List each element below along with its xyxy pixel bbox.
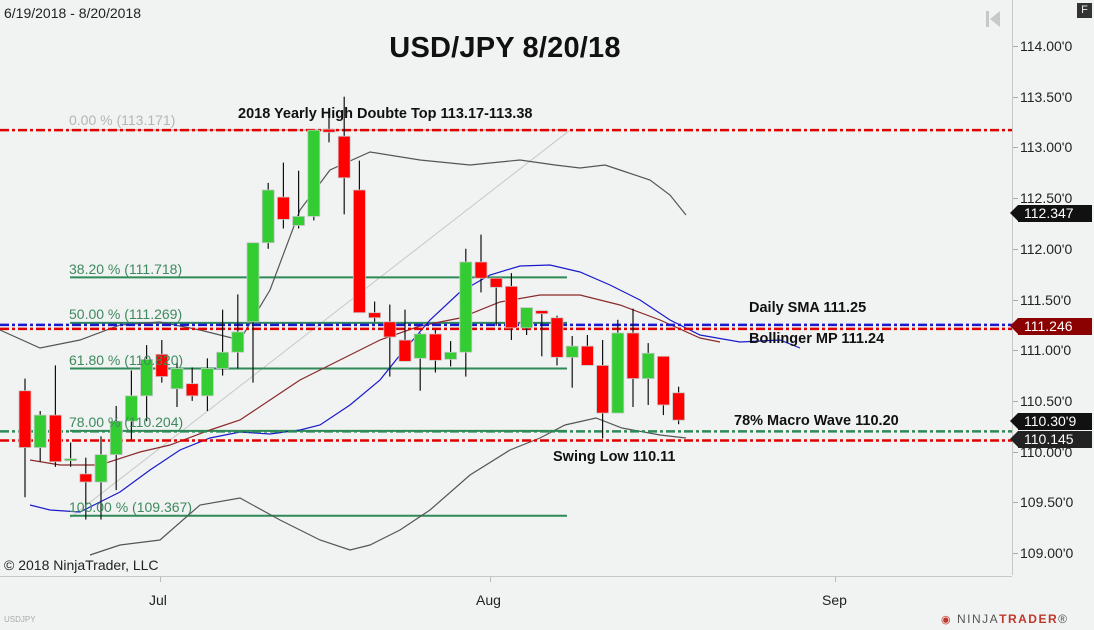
candle-down xyxy=(337,135,351,179)
candle-up xyxy=(170,368,184,390)
candle-up xyxy=(459,261,473,353)
candle-down xyxy=(185,383,199,397)
candle-up xyxy=(94,454,108,483)
x-tick-aug: Aug xyxy=(476,592,501,608)
bollinger-mp-annotation: Bollinger MP 111.24 xyxy=(749,331,885,347)
bollinger-lower-line xyxy=(89,417,687,556)
y-tick-label: 112.50'0 xyxy=(1020,190,1073,207)
y-tick-mark xyxy=(1013,502,1018,504)
candle-down xyxy=(428,333,442,361)
candle-down xyxy=(18,390,32,448)
y-tick-label: 109.50'0 xyxy=(1020,494,1074,511)
x-tick-sep: Sep xyxy=(822,592,847,608)
candle-up xyxy=(565,345,579,358)
price-badge: 111.246 xyxy=(1010,318,1092,335)
y-tick-mark xyxy=(1013,299,1018,301)
candle-down xyxy=(672,392,685,421)
yearly-high-annotation: 2018 Yearly High Doubte Top 113.17-113.3… xyxy=(238,106,533,122)
fib-label-100: 100.00 % (109.367) xyxy=(69,499,192,515)
candle-up xyxy=(641,352,655,379)
swing-low-annotation: Swing Low 110.11 xyxy=(553,449,676,465)
candle-down xyxy=(49,414,62,463)
ninjatrader-logo-icon: ◉ xyxy=(941,614,953,626)
candle-up xyxy=(520,307,533,329)
instrument-label: USDJPY xyxy=(4,615,36,624)
price-badge: 110.145 xyxy=(1010,431,1092,448)
candle-up xyxy=(216,351,230,369)
price-badge: 110.30'9 xyxy=(1010,413,1092,430)
candle-up xyxy=(64,458,77,462)
candle-down xyxy=(155,353,169,377)
fib-label-78: 78.00 % (110.204) xyxy=(69,414,184,430)
candle-up xyxy=(292,215,306,226)
y-tick-mark xyxy=(1013,451,1018,453)
y-tick-mark xyxy=(1013,350,1018,352)
y-tick-mark xyxy=(1013,400,1018,402)
candle-down xyxy=(322,128,336,133)
time-axis-line xyxy=(0,576,1012,577)
candle-up xyxy=(413,333,427,359)
copyright: © 2018 NinjaTrader, LLC xyxy=(4,557,159,573)
candle-up xyxy=(125,395,138,422)
y-tick-mark xyxy=(1013,96,1018,98)
y-tick-label: 109.00'0 xyxy=(1020,545,1074,561)
x-tick-mark xyxy=(835,577,836,582)
candle-up xyxy=(444,351,458,360)
candle-down xyxy=(79,473,93,483)
candle-down xyxy=(581,345,594,366)
price-chart[interactable] xyxy=(0,0,1012,576)
y-tick-label: 111.50'0 xyxy=(1020,291,1072,308)
candle-down xyxy=(489,277,503,288)
macro-wave-annotation: 78% Macro Wave 110.20 xyxy=(734,413,899,429)
y-tick-label: 113.00'0 xyxy=(1020,139,1073,156)
candle-down xyxy=(276,196,290,220)
candle-up xyxy=(140,358,154,397)
candle-down xyxy=(398,339,412,362)
price-axis-line xyxy=(1012,0,1013,575)
fib-label-0: 0.00 % (113.171) xyxy=(69,112,176,128)
candle-up xyxy=(33,414,47,448)
y-tick-mark xyxy=(1013,248,1018,250)
y-tick-label: 110.50'0 xyxy=(1020,392,1073,409)
price-badge: 112.347 xyxy=(1010,205,1092,222)
fib-label-38: 38.20 % (111.718) xyxy=(69,261,183,277)
y-tick-mark xyxy=(1013,198,1018,200)
y-tick-mark xyxy=(1013,147,1018,149)
candle-up xyxy=(200,368,214,397)
y-tick-label: 111.00'0 xyxy=(1020,342,1072,359)
y-tick-label: 112.00'0 xyxy=(1020,240,1073,257)
x-tick-mark xyxy=(490,577,491,582)
candle-up xyxy=(231,331,245,353)
y-tick-mark xyxy=(1013,553,1018,554)
fib-label-50: 50.00 % (111.269) xyxy=(69,306,183,322)
candle-up xyxy=(246,242,260,323)
bollinger-mid-line xyxy=(29,294,721,466)
y-tick-label: 113.50'0 xyxy=(1020,88,1073,105)
x-tick-mark xyxy=(160,577,161,582)
candle-down xyxy=(383,321,397,338)
f-button[interactable]: F xyxy=(1077,3,1092,18)
candle-down xyxy=(596,365,609,414)
candle-down xyxy=(474,261,488,279)
x-tick-jul: Jul xyxy=(149,592,167,608)
candle-up xyxy=(261,189,275,244)
y-tick-mark xyxy=(1013,46,1018,47)
date-range: 6/19/2018 - 8/20/2018 xyxy=(4,5,142,21)
chart-title: USD/JPY 8/20/18 xyxy=(389,32,621,64)
candle-up xyxy=(307,129,321,217)
candle-up xyxy=(611,332,625,414)
candle-down xyxy=(352,189,366,314)
y-tick-label: 114.00'0 xyxy=(1020,38,1073,54)
candle-down xyxy=(550,317,564,358)
candle-down xyxy=(626,332,640,379)
candle-down xyxy=(657,355,670,406)
daily-sma-annotation: Daily SMA 111.25 xyxy=(749,300,867,316)
ninjatrader-logo: ◉ NINJATRADER® xyxy=(941,612,1069,626)
fib-label-61: 61.80 % (110.820) xyxy=(69,352,184,368)
candle-up xyxy=(109,420,123,456)
candle-down xyxy=(535,310,549,315)
skip-to-end-icon[interactable] xyxy=(986,10,1002,28)
candle-down xyxy=(504,285,518,329)
candle-down xyxy=(368,312,382,319)
